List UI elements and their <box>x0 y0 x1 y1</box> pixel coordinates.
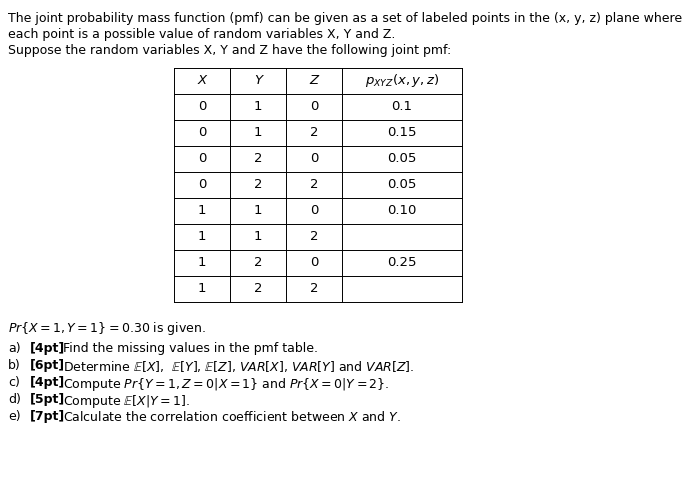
Text: 2: 2 <box>310 126 318 139</box>
Text: 0: 0 <box>198 178 206 191</box>
Text: [7pt]: [7pt] <box>30 410 65 423</box>
Text: 0.05: 0.05 <box>387 178 417 191</box>
Text: d): d) <box>8 393 21 406</box>
Text: Y: Y <box>254 74 262 87</box>
Text: Calculate the correlation coefficient between $X$ and $Y$.: Calculate the correlation coefficient be… <box>63 410 401 424</box>
Text: 2: 2 <box>310 178 318 191</box>
Text: Determine $\mathbb{E}[X]$,  $\mathbb{E}[Y]$, $\mathbb{E}[Z]$, $VAR[X]$, $VAR[Y]$: Determine $\mathbb{E}[X]$, $\mathbb{E}[Y… <box>63 359 415 374</box>
Text: 2: 2 <box>254 257 262 270</box>
Text: 0: 0 <box>198 153 206 166</box>
Text: [4pt]: [4pt] <box>30 342 65 355</box>
Text: e): e) <box>8 410 21 423</box>
Text: 1: 1 <box>198 205 206 218</box>
Text: 2: 2 <box>310 230 318 243</box>
Text: 0: 0 <box>310 205 318 218</box>
Text: 0.15: 0.15 <box>387 126 417 139</box>
Text: b): b) <box>8 359 21 372</box>
Text: 1: 1 <box>198 257 206 270</box>
Text: 0: 0 <box>198 101 206 114</box>
Text: 2: 2 <box>254 282 262 295</box>
Text: Compute $Pr\{Y = 1, Z = 0|X = 1\}$ and $Pr\{X = 0|Y = 2\}$.: Compute $Pr\{Y = 1, Z = 0|X = 1\}$ and $… <box>63 376 390 393</box>
Text: 0: 0 <box>310 153 318 166</box>
Text: $p_{XYZ}(x,y,z)$: $p_{XYZ}(x,y,z)$ <box>365 72 439 89</box>
Text: $Pr\{X = 1, Y = 1\} = 0.30$ is given.: $Pr\{X = 1, Y = 1\} = 0.30$ is given. <box>8 320 206 337</box>
Text: 0.10: 0.10 <box>387 205 417 218</box>
Text: 0: 0 <box>198 126 206 139</box>
Text: 1: 1 <box>198 282 206 295</box>
Text: Z: Z <box>310 74 319 87</box>
Text: 1: 1 <box>254 205 262 218</box>
Text: 2: 2 <box>254 178 262 191</box>
Text: [4pt]: [4pt] <box>30 376 65 389</box>
Text: 2: 2 <box>254 153 262 166</box>
Text: Suppose the random variables X, Y and Z have the following joint pmf:: Suppose the random variables X, Y and Z … <box>8 44 451 57</box>
Text: 0.05: 0.05 <box>387 153 417 166</box>
Text: 1: 1 <box>254 101 262 114</box>
Text: X: X <box>198 74 207 87</box>
Text: c): c) <box>8 376 20 389</box>
Text: Compute $\mathbb{E}[X|Y = 1]$.: Compute $\mathbb{E}[X|Y = 1]$. <box>63 393 190 410</box>
Text: 1: 1 <box>254 230 262 243</box>
Text: 0.25: 0.25 <box>387 257 417 270</box>
Text: [5pt]: [5pt] <box>30 393 65 406</box>
Text: The joint probability mass function (pmf) can be given as a set of labeled point: The joint probability mass function (pmf… <box>8 12 682 25</box>
Text: 0: 0 <box>310 257 318 270</box>
Text: 1: 1 <box>254 126 262 139</box>
Text: 0: 0 <box>310 101 318 114</box>
Text: [6pt]: [6pt] <box>30 359 65 372</box>
Text: Find the missing values in the pmf table.: Find the missing values in the pmf table… <box>63 342 318 355</box>
Text: 1: 1 <box>198 230 206 243</box>
Text: 2: 2 <box>310 282 318 295</box>
Text: 0.1: 0.1 <box>391 101 413 114</box>
Text: a): a) <box>8 342 21 355</box>
Text: each point is a possible value of random variables X, Y and Z.: each point is a possible value of random… <box>8 28 395 41</box>
